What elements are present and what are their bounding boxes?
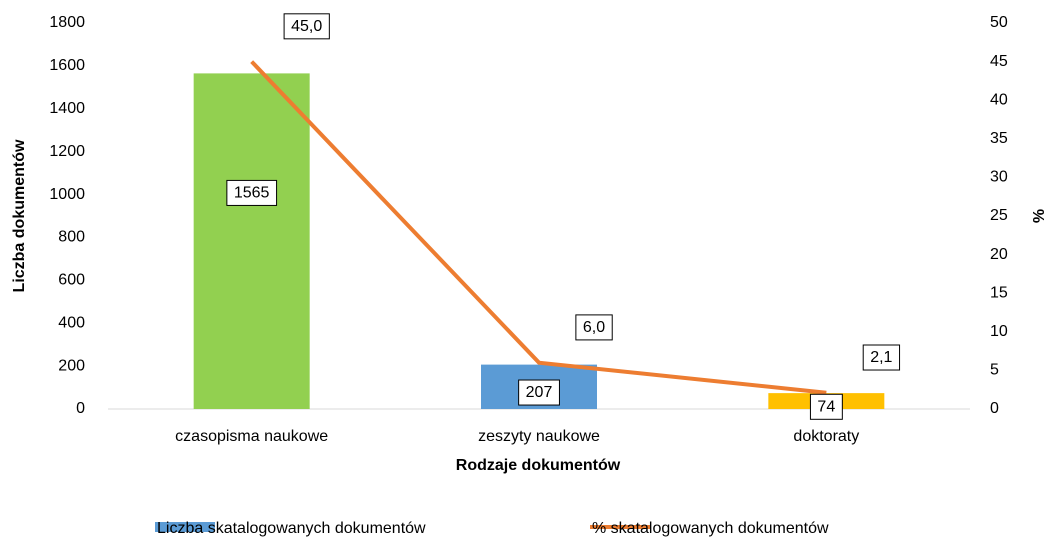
y2-tick-label: 45: [990, 53, 1008, 70]
x-axis-title: Rodzaje dokumentów: [456, 457, 621, 474]
line: [250, 60, 827, 395]
y-tick-label: 400: [58, 314, 85, 331]
line-label: 45,0: [291, 18, 322, 35]
y-tick-label: 1600: [49, 57, 85, 74]
x-tick-label: doktoraty: [793, 428, 859, 445]
y2-tick-label: 40: [990, 91, 1008, 108]
y2-tick-label: 35: [990, 130, 1008, 147]
y-tick-label: 1800: [49, 14, 85, 31]
legend-swatch: [155, 522, 215, 532]
line-label-box: [575, 314, 613, 341]
y2-tick-label: 20: [990, 246, 1008, 263]
y2-tick-label: 30: [990, 169, 1008, 186]
x-tick-label: zeszyty naukowe: [478, 428, 600, 445]
line-label-box: [862, 344, 901, 371]
y-axis-title: Liczba dokumentów: [11, 139, 28, 292]
bar-label-box: [809, 393, 843, 420]
legend-label: % skatalogowanych dokumentów: [592, 520, 829, 537]
bar-label-box: [518, 379, 560, 406]
x-tick-label: czasopisma naukowe: [175, 428, 328, 445]
bar-label: 207: [526, 384, 553, 401]
line-label-box: [283, 13, 330, 40]
y-tick-label: 1200: [49, 143, 85, 160]
y2-tick-label: 10: [990, 323, 1008, 340]
y-tick-label: 200: [58, 357, 85, 374]
bar-label: 1565: [234, 184, 270, 201]
y-tick-label: 1400: [49, 100, 85, 117]
line-label: 2,1: [870, 349, 892, 366]
line-label: 6,0: [583, 319, 605, 336]
y-tick-label: 0: [76, 400, 85, 417]
y2-axis-title: %: [1031, 209, 1044, 223]
bar-label: 74: [817, 398, 835, 415]
y2-tick-label: 0: [990, 400, 999, 417]
y2-tick-label: 25: [990, 207, 1008, 224]
bar: [193, 73, 310, 410]
bar-label-box: [226, 179, 278, 206]
y2-tick-label: 15: [990, 284, 1008, 301]
y-tick-label: 800: [58, 229, 85, 246]
y2-tick-label: 5: [990, 362, 999, 379]
legend-label: Liczba skatalogowanych dokumentów: [157, 520, 426, 537]
y-tick-label: 1000: [49, 186, 85, 203]
y-tick-label: 600: [58, 272, 85, 289]
y2-tick-label: 50: [990, 14, 1008, 31]
